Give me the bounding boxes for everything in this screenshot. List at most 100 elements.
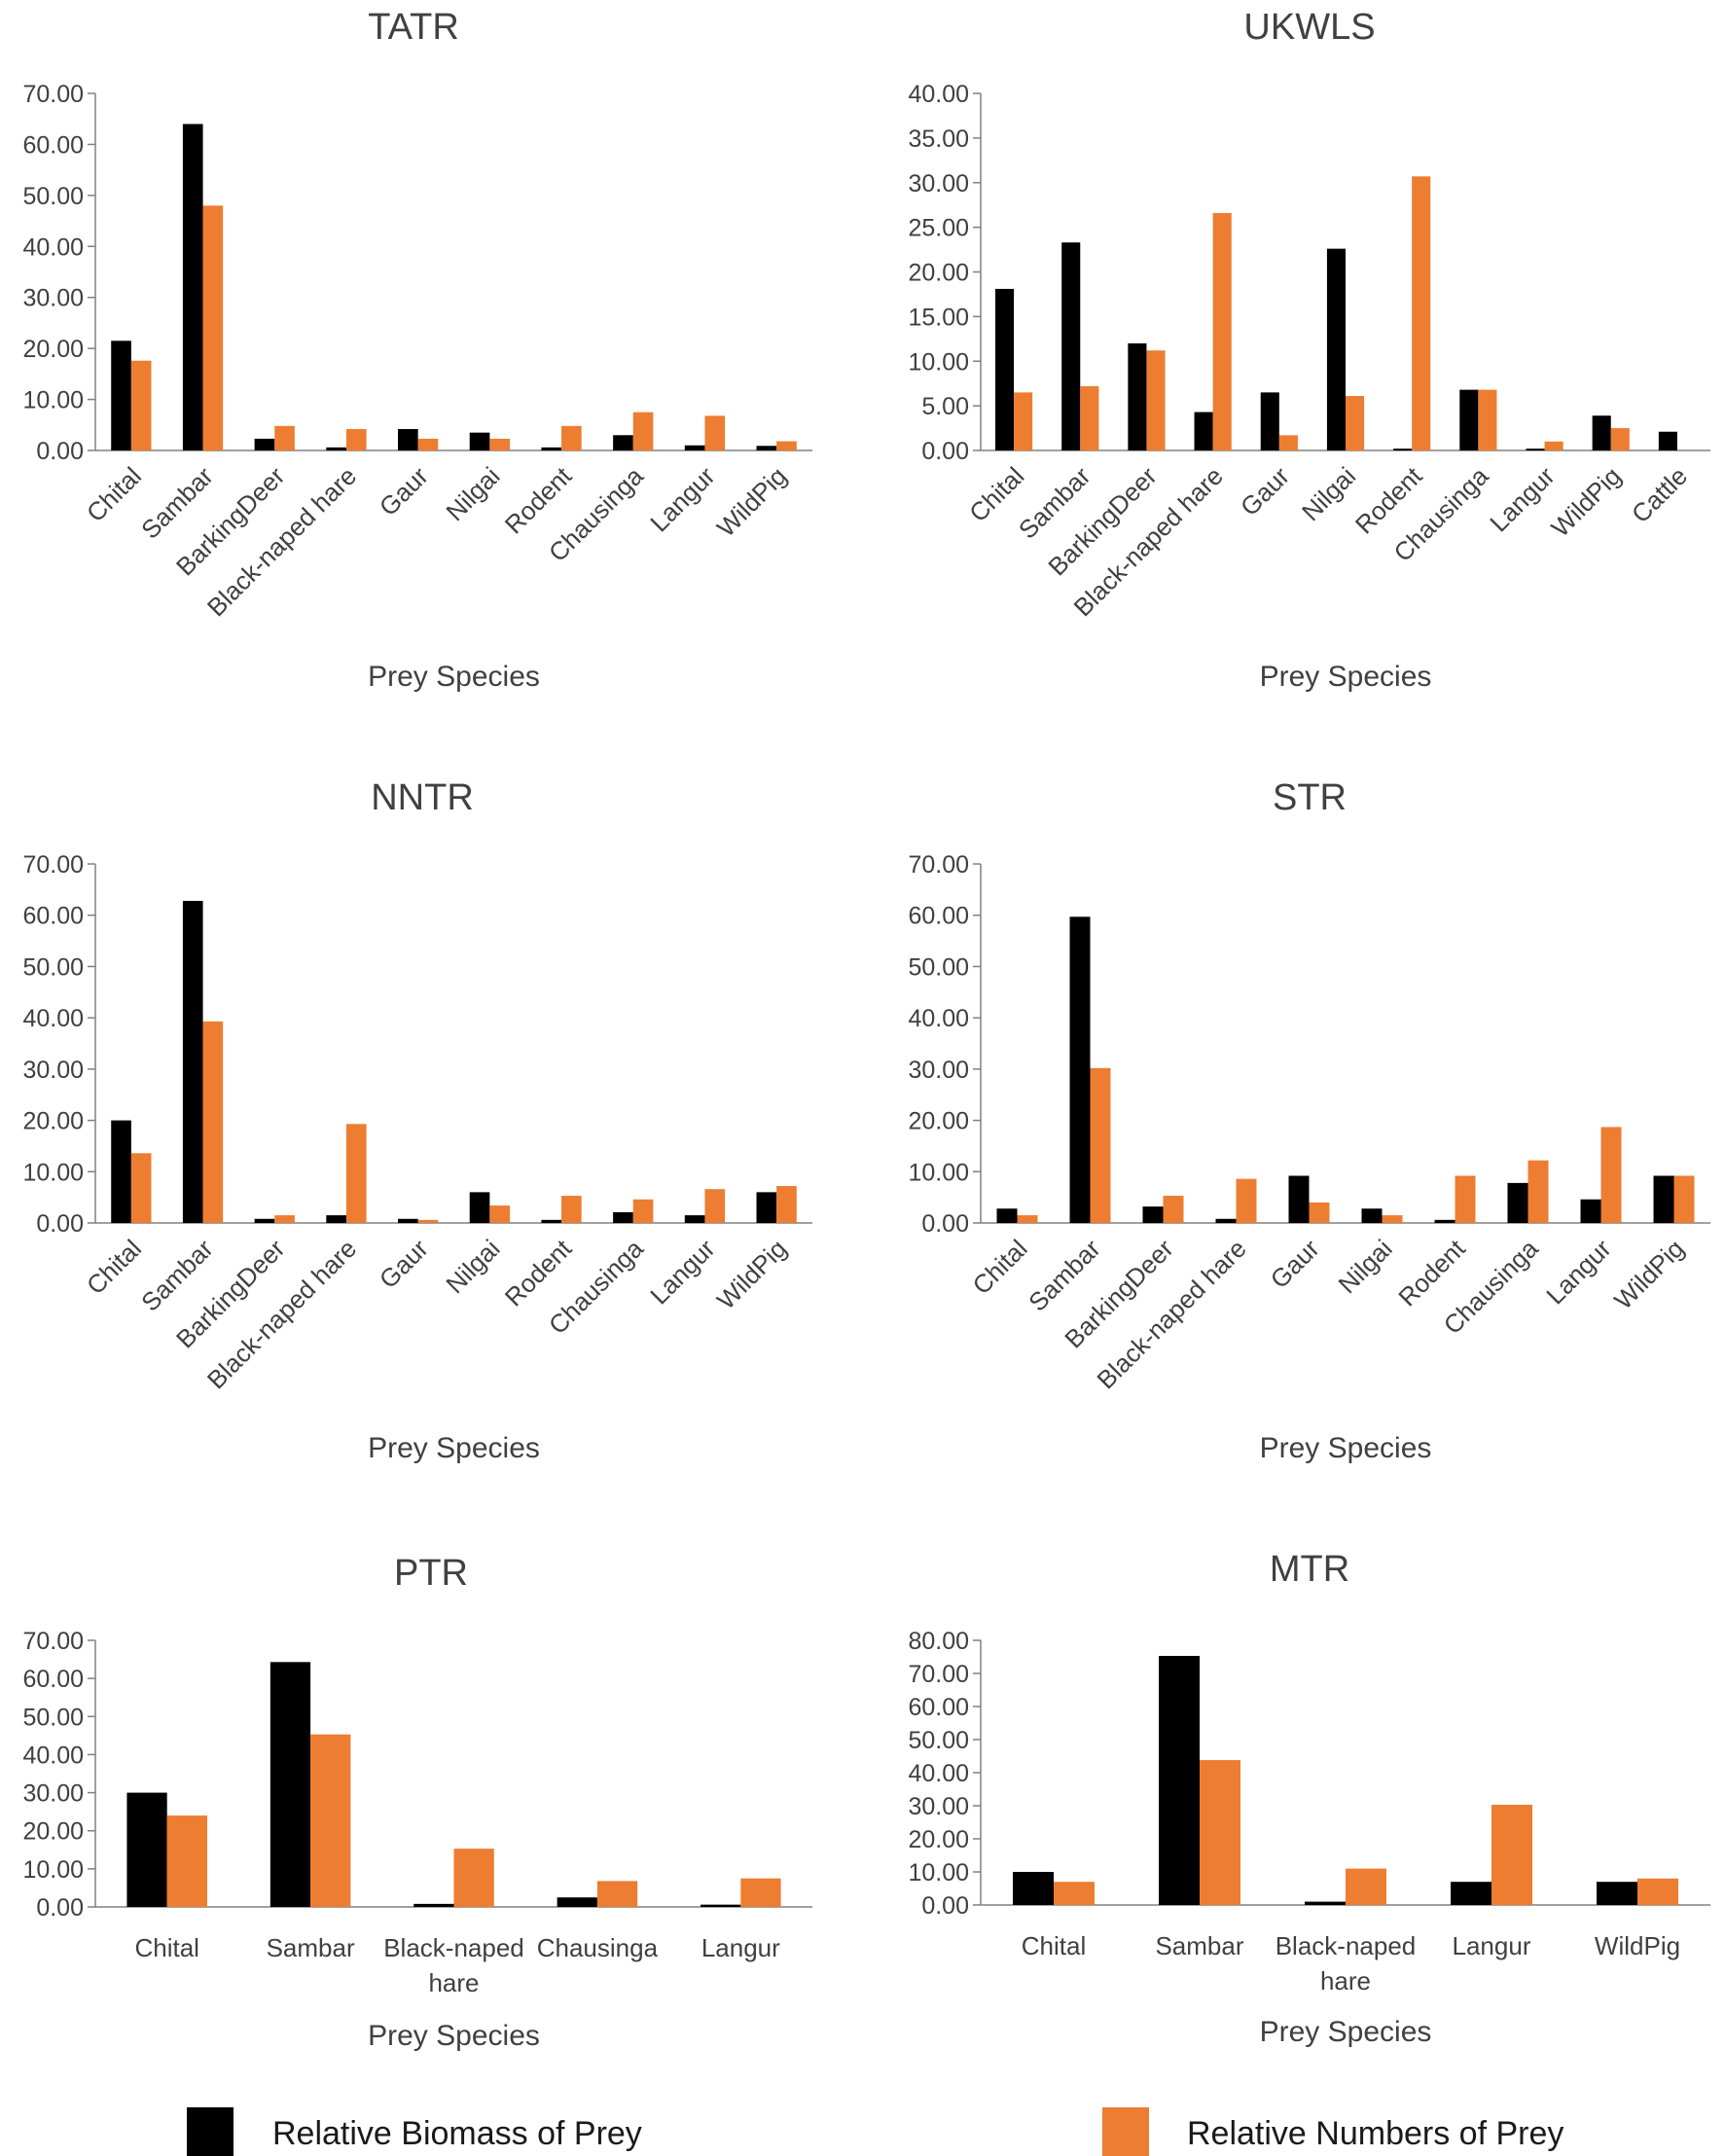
x-tick-label: Black-naped hare	[1276, 1931, 1417, 1995]
y-tick-label: 15.00	[908, 304, 969, 331]
bar-biomass	[541, 447, 562, 450]
y-tick-label: 20.00	[22, 336, 84, 363]
bar-numbers	[1455, 1175, 1476, 1223]
bar-biomass	[995, 288, 1015, 450]
bar-biomass	[1069, 916, 1091, 1223]
x-tick-label: Langur	[701, 1933, 780, 1962]
y-tick-label: 40.00	[22, 1005, 84, 1032]
bar-numbers	[1146, 350, 1166, 450]
bar-biomass	[1459, 389, 1479, 450]
y-tick-label: 10.00	[22, 1856, 84, 1884]
y-tick-label: 0.00	[921, 438, 969, 465]
x-tick-label: Chital	[1022, 1931, 1086, 1960]
bar-numbers	[202, 1021, 224, 1223]
bar-numbers	[130, 1153, 152, 1223]
bar-numbers	[310, 1734, 351, 1907]
bar-biomass	[1305, 1901, 1346, 1905]
y-tick-label: 70.00	[22, 1628, 84, 1655]
bar-biomass	[1260, 392, 1279, 450]
bar-numbers	[1346, 1868, 1386, 1905]
x-tick-label: WildPig	[1595, 1931, 1680, 1960]
y-tick-label: 0.00	[921, 1210, 969, 1238]
chart-panel: MTR 0.00 10.00 20.00 30.00 40.00 50.00 60.00 70.…	[908, 1549, 1710, 2048]
y-tick-label: 25.00	[908, 215, 969, 242]
y-tick-label: 0.00	[36, 1210, 84, 1238]
bar-numbers	[1309, 1202, 1330, 1223]
y-tick-label: 30.00	[908, 170, 969, 198]
bar-biomass	[1194, 412, 1213, 450]
y-tick-label: 20.00	[22, 1108, 84, 1135]
bar-biomass	[1142, 1206, 1164, 1223]
y-tick-label: 30.00	[22, 1057, 84, 1084]
x-axis-title: Prey Species	[1260, 2016, 1432, 2048]
bar-biomass	[1128, 342, 1147, 450]
y-tick-label: 10.00	[908, 1159, 969, 1186]
y-tick-label: 40.00	[908, 1760, 969, 1787]
y-tick-label: 30.00	[22, 285, 84, 312]
y-tick-label: 40.00	[908, 81, 969, 108]
y-tick-label: 5.00	[921, 393, 969, 420]
bar-numbers	[776, 441, 797, 450]
bar-numbers	[1478, 389, 1497, 450]
y-tick-label: 70.00	[908, 851, 969, 879]
bar-numbers	[166, 1815, 207, 1907]
bar-biomass	[557, 1897, 597, 1907]
bar-numbers	[1090, 1067, 1111, 1223]
bar-numbers	[1163, 1196, 1184, 1223]
bar-biomass	[398, 428, 418, 450]
bar-biomass	[1451, 1882, 1491, 1905]
bar-numbers	[1412, 176, 1431, 450]
bar-numbers	[1491, 1804, 1532, 1905]
bar-numbers	[1200, 1760, 1240, 1905]
y-tick-label: 30.00	[908, 1057, 969, 1084]
x-tick-label: Langur	[1453, 1931, 1531, 1960]
bar-biomass	[701, 1904, 741, 1907]
y-tick-label: 50.00	[22, 183, 84, 210]
bar-numbers	[704, 1189, 726, 1223]
x-axis-title: Prey Species	[1260, 1432, 1432, 1464]
legend-swatch	[187, 2107, 234, 2156]
y-tick-label: 70.00	[908, 1661, 969, 1688]
bar-numbers	[776, 1186, 797, 1223]
y-tick-label: 60.00	[908, 1694, 969, 1721]
chart-title: STR	[1273, 777, 1347, 818]
bar-numbers	[1080, 385, 1099, 450]
y-tick-label: 10.00	[22, 387, 84, 414]
bar-numbers	[1673, 1175, 1695, 1223]
bar-biomass	[1434, 1219, 1455, 1223]
bar-numbers	[345, 1124, 367, 1223]
y-tick-label: 0.00	[921, 1892, 969, 1920]
bar-biomass	[326, 1215, 346, 1223]
y-tick-label: 40.00	[22, 1742, 84, 1769]
bar-numbers	[1278, 435, 1298, 450]
y-tick-label: 30.00	[908, 1793, 969, 1820]
y-tick-label: 50.00	[908, 1727, 969, 1754]
bar-biomass	[1288, 1175, 1310, 1223]
y-tick-label: 50.00	[908, 953, 969, 981]
y-tick-label: 30.00	[22, 1780, 84, 1808]
x-tick-label: Sambar	[267, 1933, 355, 1962]
bar-biomass	[1597, 1882, 1637, 1905]
chart-title: UKWLS	[1243, 7, 1375, 48]
y-tick-label: 40.00	[22, 234, 84, 261]
bar-numbers	[417, 438, 439, 450]
y-tick-label: 20.00	[908, 260, 969, 287]
bar-numbers	[1054, 1882, 1095, 1905]
bar-biomass	[1326, 248, 1346, 450]
bar-biomass	[1013, 1872, 1054, 1905]
legend-label: Relative Biomass of Prey	[272, 2115, 642, 2152]
y-tick-label: 20.00	[908, 1108, 969, 1135]
x-axis-title: Prey Species	[368, 2020, 540, 2052]
bar-biomass	[111, 341, 131, 450]
bar-biomass	[270, 1662, 311, 1907]
bar-numbers	[1544, 441, 1563, 450]
y-tick-label: 60.00	[22, 903, 84, 930]
bar-numbers	[1600, 1127, 1622, 1223]
chart-title: NNTR	[371, 777, 474, 818]
bar-numbers	[561, 1196, 582, 1223]
y-tick-label: 60.00	[22, 131, 84, 159]
y-tick-label: 50.00	[22, 953, 84, 981]
bar-biomass	[613, 1211, 633, 1223]
